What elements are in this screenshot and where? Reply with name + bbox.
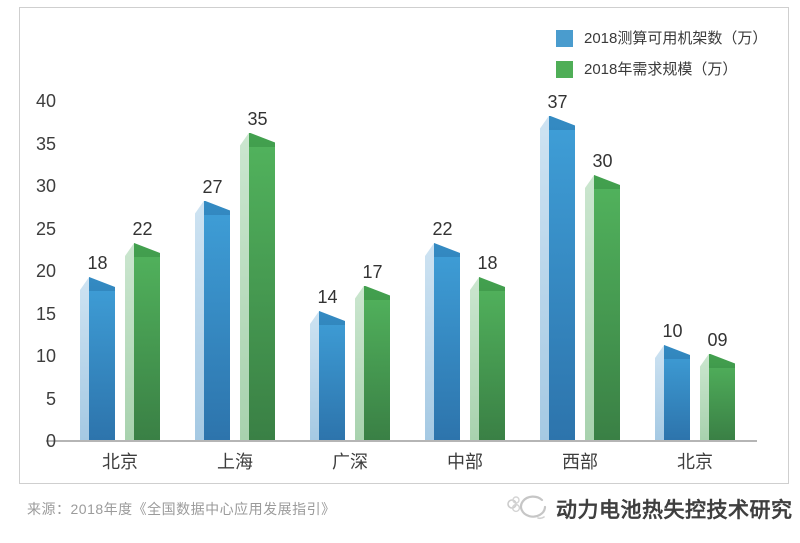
bar-front-face — [249, 132, 275, 440]
bar-front-face — [709, 353, 735, 440]
y-axis-tick-label: 15 — [35, 303, 56, 324]
bar-value-label: 22 — [132, 219, 153, 239]
legend-label: 2018测算可用机架数（万） — [584, 30, 768, 47]
bar-side-face — [310, 311, 320, 440]
x-axis-category-label: 北京 — [102, 452, 138, 472]
bar-blue — [80, 277, 115, 440]
bar-value-label: 30 — [592, 151, 613, 171]
watermark: 动力电池热失控技术研究 — [504, 492, 793, 526]
bar-front-face — [364, 285, 390, 440]
bar-side-face — [700, 353, 710, 440]
legend-swatch — [556, 61, 573, 78]
bar-blue — [310, 311, 345, 440]
bar-side-face — [195, 200, 205, 440]
y-axis-tick-label: 0 — [45, 431, 56, 451]
bar-blue — [540, 115, 575, 440]
bar-value-label: 37 — [547, 91, 568, 112]
bar-green — [240, 132, 275, 440]
bar-side-face — [80, 277, 90, 440]
bar-value-label: 35 — [247, 108, 268, 129]
bar-front-face — [319, 311, 345, 440]
bar-front-face — [479, 277, 505, 440]
legend-item: 2018测算可用机架数（万） — [556, 30, 767, 47]
y-axis-tick-label: 5 — [45, 388, 56, 409]
bar-green — [470, 277, 505, 440]
bar-blue — [425, 243, 460, 440]
bar-value-label: 10 — [662, 321, 683, 341]
bar-front-face — [204, 200, 230, 440]
watermark-title: 动力电池热失控技术研究 — [556, 499, 793, 522]
x-axis-line — [46, 440, 757, 442]
bar-value-label: 18 — [87, 253, 108, 273]
bar-value-label: 14 — [317, 287, 338, 307]
bar-green — [125, 243, 160, 440]
bar-side-face — [125, 243, 135, 440]
bar-value-label: 22 — [432, 219, 453, 239]
y-axis-tick-label: 30 — [35, 176, 56, 196]
y-axis-tick-label: 10 — [35, 346, 56, 366]
bar-blue — [195, 200, 230, 440]
chart-frame — [19, 7, 789, 484]
bar-side-face — [655, 345, 665, 440]
bar-side-face — [355, 285, 365, 440]
bar-value-label: 17 — [362, 261, 383, 282]
y-axis-tick-label: 35 — [35, 133, 56, 154]
bar-side-face — [425, 243, 435, 440]
x-axis-category-label: 中部 — [447, 452, 483, 472]
watermark-logo-icon — [507, 495, 547, 520]
bar-side-face — [585, 175, 595, 440]
bar-front-face — [89, 277, 115, 440]
bar-value-label: 18 — [477, 253, 498, 273]
bar-front-face — [134, 243, 160, 440]
legend-label: 2018年需求规模（万） — [584, 61, 738, 78]
x-axis-category-label: 北京 — [677, 452, 713, 472]
bar-green — [700, 353, 735, 440]
source-caption: 来源：2018年度《全国数据中心应用发展指引》 — [27, 501, 336, 517]
legend-item: 2018年需求规模（万） — [556, 61, 737, 78]
bar-green — [585, 175, 620, 440]
bar-side-face — [240, 132, 250, 440]
bar-value-label: 09 — [707, 329, 728, 350]
bar-value-label: 27 — [202, 176, 223, 197]
bar-blue — [655, 345, 690, 440]
legend-swatch — [556, 30, 573, 47]
bar-front-face — [664, 345, 690, 440]
bar-front-face — [549, 115, 575, 440]
x-axis-category-label: 西部 — [562, 452, 598, 472]
x-axis-category-label: 广深 — [332, 452, 368, 472]
y-axis-tick-label: 20 — [35, 261, 56, 281]
bar-side-face — [470, 277, 480, 440]
bar-front-face — [594, 175, 620, 440]
bar-green — [355, 285, 390, 440]
bar-front-face — [434, 243, 460, 440]
x-axis-category-label: 上海 — [217, 452, 253, 472]
y-axis-tick-label: 25 — [35, 218, 56, 239]
y-axis-tick-label: 40 — [35, 91, 56, 111]
bar-side-face — [540, 115, 550, 440]
